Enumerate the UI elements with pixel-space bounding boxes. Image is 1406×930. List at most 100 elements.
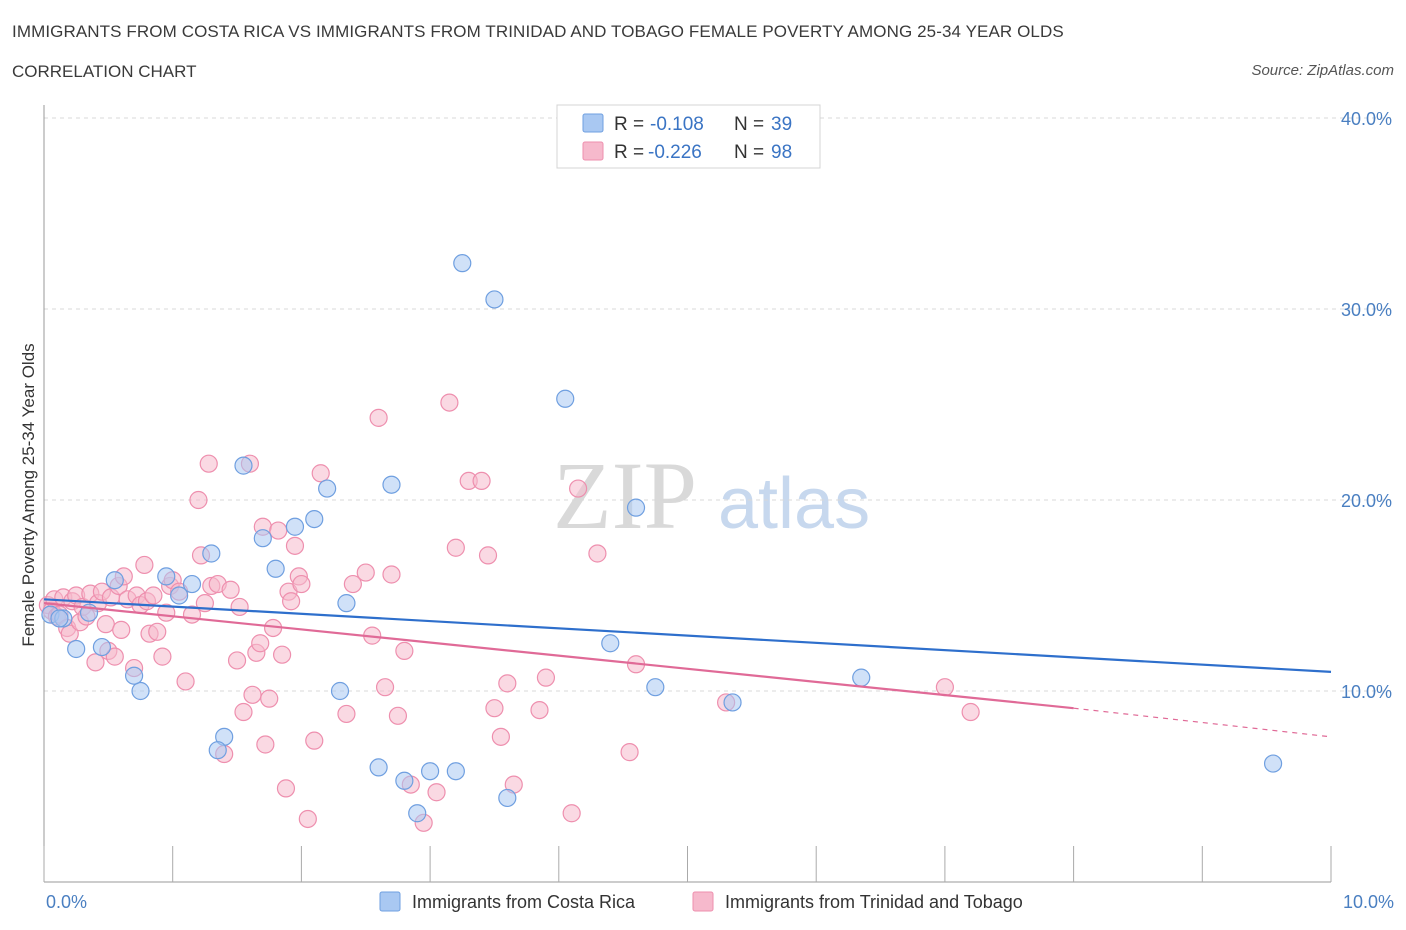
y-tick-label-30: 30.0% [1341, 300, 1392, 320]
costa-rica-point [646, 678, 665, 697]
trinidad-point [292, 574, 311, 594]
trinidad-point [427, 783, 446, 802]
costa-rica-point [498, 788, 517, 808]
legend-n-value-trinidad: 98 [771, 142, 792, 163]
trinidad-point [569, 479, 588, 498]
y-tick-label-20: 20.0% [1341, 491, 1392, 511]
source-note: Source: ZipAtlas.com [1251, 62, 1394, 79]
costa-rica-point [601, 634, 620, 653]
trinidad-point [199, 454, 218, 473]
costa-rica-point [852, 668, 871, 687]
costa-rica-point [626, 498, 646, 517]
series-costa-rica-points [41, 254, 1283, 823]
legend-r-label-costa-rica: R = [614, 114, 644, 135]
trinidad-point [375, 678, 395, 697]
trinidad-point [472, 471, 491, 490]
trinidad-point [530, 700, 549, 720]
bottom-legend-label-costa-rica: Immigrants from Costa Rica [412, 892, 636, 912]
costa-rica-point [105, 571, 124, 590]
trinidad-point [153, 647, 172, 666]
costa-rica-point [305, 509, 324, 529]
trend-lines [43, 598, 1332, 738]
trinidad-point [356, 563, 375, 582]
y-tick-label-40: 40.0% [1341, 109, 1392, 129]
costa-rica-point [285, 517, 305, 536]
costa-rica-point [337, 594, 356, 613]
costa-rica-point [208, 741, 227, 760]
costa-rica-point [1263, 754, 1283, 773]
legend-r-value-trinidad: -0.226 [648, 142, 702, 163]
trinidad-point [388, 706, 408, 725]
costa-rica-point [170, 586, 189, 605]
trinidad-point [440, 393, 459, 412]
series-legend: Immigrants from Costa Rica Immigrants fr… [379, 891, 1023, 912]
legend-n-label-costa-rica: N = [734, 114, 764, 135]
legend-r-value-costa-rica: -0.108 [650, 114, 704, 135]
trend-line-costa-rica [43, 598, 1332, 673]
costa-rica-point [50, 609, 69, 628]
trinidad-point [478, 546, 498, 565]
trinidad-point [251, 634, 270, 653]
y-axis-label: Female Poverty Among 25-34 Year Olds [19, 343, 38, 646]
trinidad-point [234, 702, 253, 722]
bottom-legend-label-trinidad: Immigrants from Trinidad and Tobago [725, 892, 1023, 912]
costa-rica-point [234, 456, 253, 475]
costa-rica-point [369, 758, 388, 777]
costa-rica-point [723, 693, 742, 712]
trinidad-point [343, 574, 362, 594]
trinidad-point [935, 678, 955, 697]
costa-rica-point [485, 290, 504, 309]
trinidad-point [230, 597, 249, 617]
trinidad-point [276, 779, 296, 798]
legend-r-label-trinidad: R = [614, 142, 644, 163]
costa-rica-point [202, 544, 221, 563]
trinidad-point [282, 592, 301, 611]
trinidad-point [395, 641, 414, 660]
costa-rica-point [157, 567, 176, 586]
trinidad-point [112, 620, 131, 639]
watermark-atlas: atlas [718, 464, 870, 544]
costa-rica-point [453, 254, 472, 273]
trinidad-point [227, 651, 247, 670]
trinidad-point [176, 672, 195, 691]
trinidad-point [446, 538, 465, 557]
costa-rica-point [408, 804, 427, 823]
x-tick-label-min: 0.0% [46, 892, 87, 912]
trinidad-point [498, 674, 517, 693]
costa-rica-point [395, 771, 414, 790]
trinidad-point [272, 645, 292, 664]
x-tick-label-max: 10.0% [1343, 892, 1394, 912]
costa-rica-point [131, 681, 150, 701]
trinidad-point [60, 624, 79, 643]
trinidad-point [337, 704, 356, 724]
trinidad-point [96, 615, 115, 634]
chart-title: IMMIGRANTS FROM COSTA RICA VS IMMIGRANTS… [12, 22, 1064, 41]
trinidad-point [256, 735, 275, 754]
trend-line-trinidad-extension [1073, 707, 1332, 738]
costa-rica-point [330, 681, 350, 701]
trinidad-point [369, 408, 388, 427]
legend-n-label-trinidad: N = [734, 142, 764, 163]
trinidad-point [86, 653, 105, 672]
trinidad-point [382, 565, 401, 584]
costa-rica-point [92, 637, 112, 657]
bottom-legend-swatch-costa-rica [379, 891, 401, 912]
trinidad-point [148, 622, 167, 641]
trinidad-point [135, 555, 154, 575]
trinidad-point [305, 731, 324, 750]
trinidad-point [536, 668, 556, 687]
costa-rica-point [382, 475, 401, 494]
trinidad-point [961, 702, 980, 722]
x-tick-marks [43, 846, 1332, 882]
trinidad-point [298, 809, 317, 829]
series-trinidad-points [38, 393, 980, 832]
legend-swatch-trinidad [582, 141, 604, 161]
trinidad-point [562, 804, 581, 823]
trinidad-point [189, 490, 208, 510]
y-tick-labels: 10.0% 20.0% 30.0% 40.0% [1341, 109, 1392, 702]
chart-subtitle: CORRELATION CHART [12, 62, 197, 81]
legend-swatch-costa-rica [582, 113, 604, 133]
costa-rica-point [124, 666, 144, 685]
trinidad-point [491, 727, 510, 746]
